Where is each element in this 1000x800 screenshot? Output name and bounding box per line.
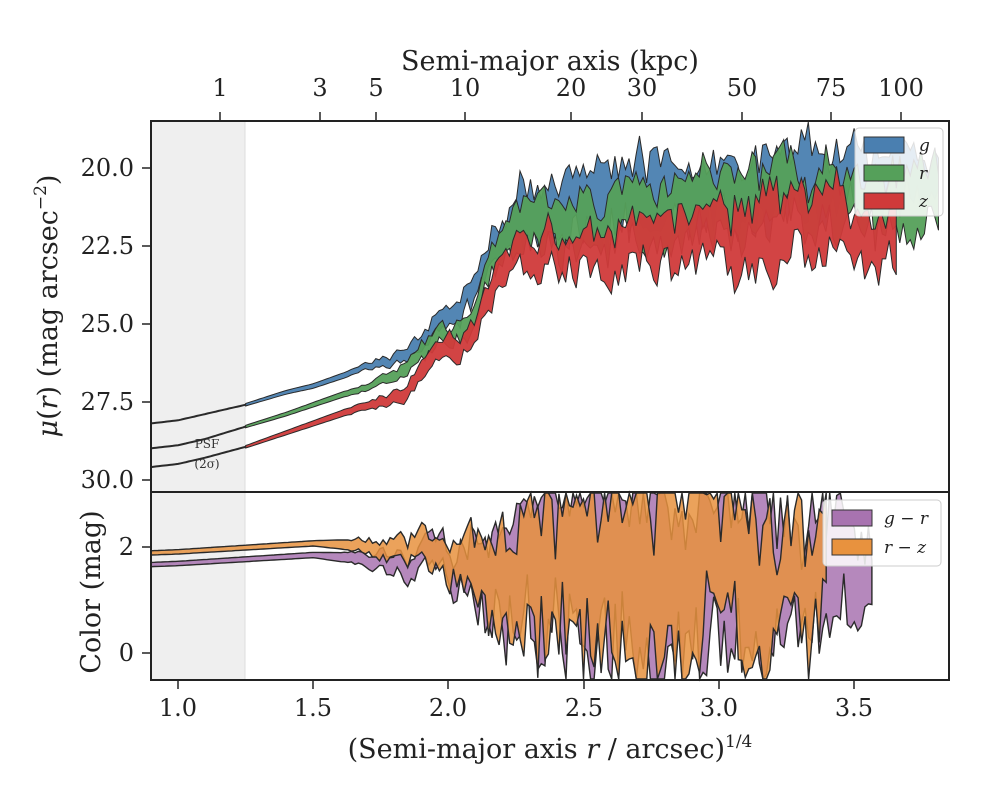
mu-tick-label-22-5: 22.5	[81, 232, 134, 260]
legend-label-z: z	[918, 192, 929, 212]
psf-label-line2: (2σ)	[194, 457, 219, 471]
legend-label-g: g	[919, 136, 930, 156]
legend-swatch-z	[863, 192, 905, 210]
y-title-mu: μ	[33, 420, 64, 438]
bottom-panel: g − r r − z	[150, 490, 950, 682]
top-legend: g r z	[854, 127, 944, 217]
kpc-tick-label-3: 3	[312, 74, 327, 102]
mu-tick-label-27-5: 27.5	[81, 388, 134, 416]
y-title-rest: ) (mag arcsec	[33, 210, 64, 396]
x-tick-label-1-0: 1.0	[159, 694, 197, 722]
legend-swatch-r-z	[831, 538, 873, 556]
kpc-tick-label-20: 20	[556, 74, 587, 102]
psf-profile-g	[150, 403, 246, 425]
psf-profile-z	[150, 445, 246, 469]
legend-label-r-z: r − z	[884, 538, 927, 558]
x-tick-label-2-0: 2.0	[429, 694, 467, 722]
kpc-tick-label-75: 75	[816, 74, 847, 102]
mu-tick-label-20: 20.0	[81, 154, 134, 182]
y-title-paren-open: (	[33, 409, 64, 420]
x-tick-label-1-5: 1.5	[294, 694, 332, 722]
psf-profile-r	[150, 425, 247, 450]
y-title-var: r	[33, 394, 64, 409]
legend-swatch-g-r	[831, 509, 873, 527]
legend-swatch-g	[863, 136, 905, 154]
x-title-var: r	[586, 734, 601, 765]
top-bands	[245, 121, 939, 449]
kpc-tick-label-10: 10	[450, 74, 481, 102]
bottom-bands	[150, 490, 873, 682]
mu-tick-label-30: 30.0	[81, 466, 134, 494]
top-axis-title: Semi-major axis (kpc)	[401, 46, 699, 77]
kpc-tick-label-30: 30	[627, 74, 658, 102]
x-title-mid: / arcsec)	[599, 734, 725, 765]
top-lines	[150, 403, 247, 469]
kpc-tick-label-100: 100	[878, 74, 924, 102]
legend-swatch-r	[863, 164, 905, 182]
kpc-tick-label-50: 50	[727, 74, 758, 102]
bottom-x-axis-title: (Semi-major axis r / arcsec)1/4	[348, 732, 753, 765]
psf-label-line1: PSF	[195, 437, 220, 451]
bottom-panel-frame	[150, 491, 950, 681]
x-tick-label-3-0: 3.0	[700, 694, 738, 722]
x-title-sup: 1/4	[725, 732, 752, 752]
bottom-psf-region	[151, 492, 245, 680]
top-panel: PSF (2σ) g r z	[150, 120, 950, 493]
y-title-sup: −2	[31, 185, 51, 210]
legend-label-g-r: g − r	[884, 509, 929, 529]
top-y-axis-title: μ(r) (mag arcsec−2)	[31, 175, 64, 438]
y-title-close: )	[33, 175, 64, 186]
x-tick-label-2-5: 2.5	[565, 694, 603, 722]
x-title-prefix: (Semi-major axis	[348, 734, 587, 765]
legend-label-r: r	[919, 164, 928, 184]
band-rz	[150, 490, 827, 680]
kpc-tick-label-5: 5	[368, 74, 383, 102]
color-tick-label-0: 0	[119, 639, 134, 667]
top-psf-region	[151, 121, 245, 492]
x-tick-label-3-5: 3.5	[835, 694, 873, 722]
color-tick-label-2: 2	[119, 533, 134, 561]
bottom-y-axis-title: Color (mag)	[76, 510, 107, 673]
bottom-legend: g − r r − z	[822, 499, 942, 567]
mu-tick-label-25: 25.0	[81, 310, 134, 338]
kpc-tick-label-1: 1	[212, 74, 227, 102]
